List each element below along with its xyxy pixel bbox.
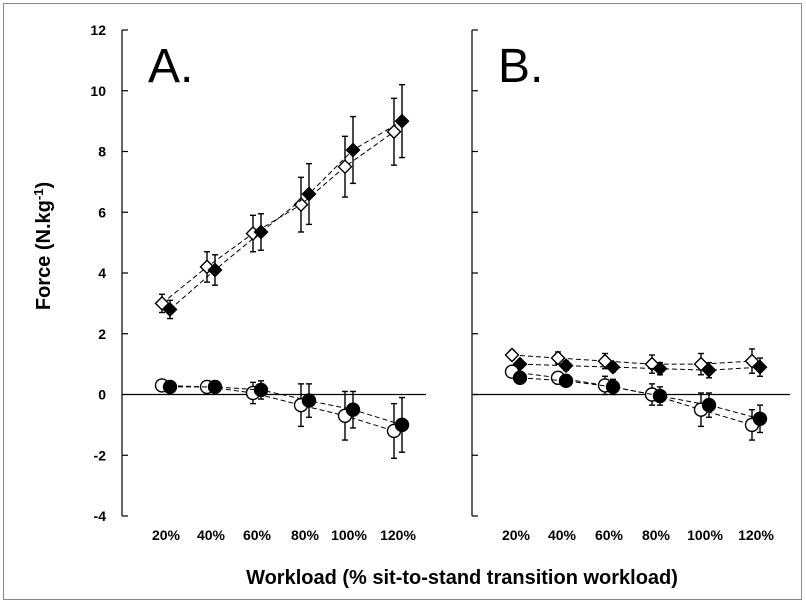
y-tick-label: 4 bbox=[98, 265, 106, 281]
x-tick-label: 20% bbox=[502, 527, 531, 543]
x-tick-label: 100% bbox=[687, 527, 723, 543]
data-point bbox=[605, 359, 621, 375]
x-tick-label: 100% bbox=[331, 527, 367, 543]
data-point bbox=[597, 353, 613, 369]
data-point bbox=[693, 356, 709, 372]
y-tick-label: -4 bbox=[94, 508, 107, 524]
data-point bbox=[293, 197, 309, 213]
data-point bbox=[558, 373, 574, 389]
data-point bbox=[652, 361, 668, 377]
data-point bbox=[345, 142, 361, 158]
series-line bbox=[161, 131, 395, 304]
data-point bbox=[301, 393, 317, 408]
data-point bbox=[253, 224, 269, 240]
data-point bbox=[652, 388, 668, 404]
data-point bbox=[512, 370, 528, 385]
x-tick-label: 120% bbox=[380, 527, 416, 543]
x-tick-label: 20% bbox=[152, 527, 181, 543]
data-point bbox=[701, 397, 717, 413]
data-point bbox=[253, 382, 269, 398]
data-point bbox=[207, 262, 223, 278]
x-tick-label: 40% bbox=[197, 527, 226, 543]
series-line bbox=[511, 354, 753, 365]
panel-a: 20% 40% 60% 80% 100% 120% A. bbox=[121, 29, 426, 543]
x-tick-label: 60% bbox=[243, 527, 272, 543]
data-point bbox=[345, 402, 361, 417]
series-line bbox=[169, 120, 403, 310]
y-tick-label: 10 bbox=[90, 83, 106, 99]
data-point bbox=[301, 186, 317, 202]
data-point bbox=[162, 301, 178, 317]
data-point bbox=[207, 379, 223, 395]
x-tick-label: 120% bbox=[738, 527, 774, 543]
data-point bbox=[162, 379, 178, 395]
data-point bbox=[701, 362, 717, 378]
data-point bbox=[394, 417, 410, 433]
y-tick-label: 0 bbox=[98, 387, 106, 403]
data-point bbox=[605, 379, 621, 395]
x-axis-title: Workload (% sit-to-stand transition work… bbox=[246, 567, 678, 589]
panel-b: 20% 40% 60% 80% 100% 120% B. bbox=[471, 29, 790, 543]
data-point bbox=[154, 295, 170, 311]
series-line bbox=[519, 363, 761, 371]
x-tick-label: 60% bbox=[595, 527, 624, 543]
y-tick-label: 8 bbox=[98, 144, 106, 160]
figure-frame bbox=[3, 3, 802, 600]
data-point bbox=[752, 411, 768, 426]
panel-label: B. bbox=[498, 40, 543, 93]
x-tick-label: 80% bbox=[291, 527, 320, 543]
series-line bbox=[170, 386, 403, 426]
data-point bbox=[337, 159, 353, 175]
y-axis-title: Force (N.kg-1) bbox=[31, 182, 55, 310]
data-point bbox=[752, 359, 768, 375]
series-line bbox=[519, 377, 761, 420]
panel-label: A. bbox=[148, 40, 193, 93]
y-tick-label: 12 bbox=[90, 22, 106, 38]
data-point bbox=[386, 124, 402, 140]
y-tick-label: 6 bbox=[98, 204, 106, 220]
data-point bbox=[394, 113, 410, 129]
y-tick-label: 2 bbox=[98, 326, 106, 342]
data-point bbox=[558, 358, 574, 374]
x-tick-label: 80% bbox=[642, 527, 671, 543]
data-point bbox=[504, 347, 520, 363]
data-point bbox=[550, 350, 566, 366]
x-tick-label: 40% bbox=[548, 527, 577, 543]
y-tick-label: -2 bbox=[94, 447, 107, 463]
